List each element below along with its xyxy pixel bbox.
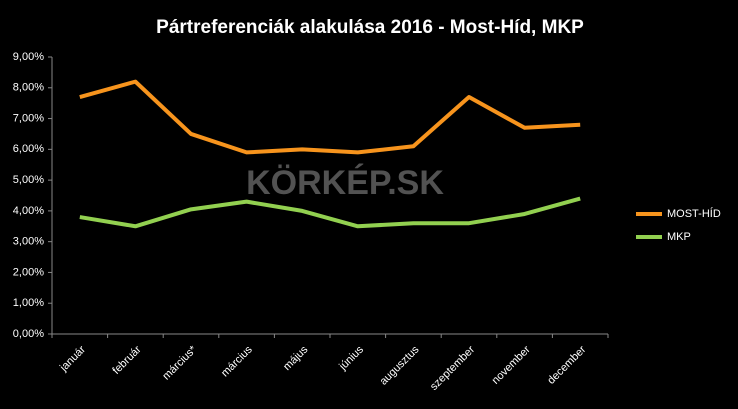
x-tick-label: február [110, 343, 143, 376]
x-tick-label: május [281, 343, 311, 373]
x-tick-label: augusztus [378, 343, 422, 387]
x-tick-label: november [490, 343, 533, 386]
y-tick-label: 8,00% [13, 82, 44, 94]
y-tick-label: 4,00% [13, 205, 44, 217]
legend-label: MKP [667, 231, 691, 243]
legend-label: MOST-HÍD [667, 207, 721, 220]
y-tick-label: 0,00% [13, 328, 44, 340]
chart-title: Pártreferenciák alakulása 2016 - Most-Hí… [156, 17, 584, 38]
series-line [79, 196, 581, 229]
x-tick-label: június [336, 343, 366, 373]
x-tick-label: december [545, 343, 588, 386]
x-tick-label: szeptember [428, 343, 477, 392]
watermark: KÖRKÉP.SK [246, 164, 444, 202]
x-tick-label: január [57, 343, 88, 374]
y-tick-label: 3,00% [13, 236, 44, 248]
x-tick-label: március [219, 343, 255, 379]
y-tick-label: 1,00% [13, 297, 44, 309]
series-line [79, 79, 581, 155]
y-tick-label: 2,00% [13, 266, 44, 278]
x-tick-label: március* [160, 343, 199, 382]
y-tick-label: 6,00% [13, 143, 44, 155]
y-tick-label: 7,00% [13, 112, 44, 124]
y-tick-label: 5,00% [13, 174, 44, 186]
y-tick-label: 9,00% [13, 51, 44, 63]
